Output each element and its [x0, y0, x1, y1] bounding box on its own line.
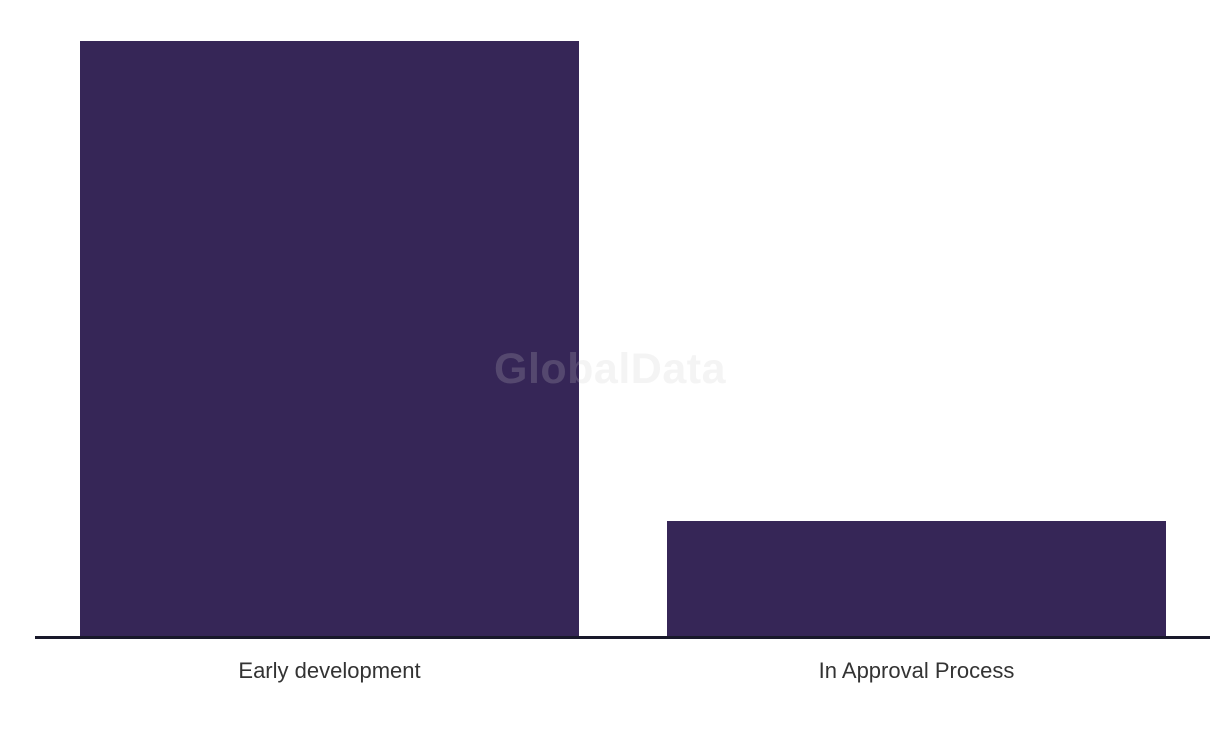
x-axis-line	[35, 636, 1210, 639]
bar-early-development	[80, 41, 579, 637]
bar-in-approval-process	[667, 521, 1166, 637]
x-tick-label-early-development: Early development	[238, 658, 421, 683]
x-tick-label-in-approval-process: In Approval Process	[818, 658, 1015, 683]
